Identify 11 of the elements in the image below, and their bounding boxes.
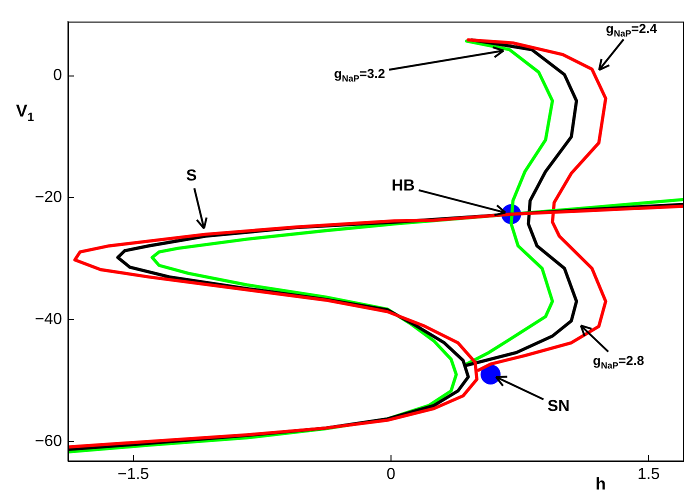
annotation: SN — [547, 398, 570, 415]
x-axis-title: h — [595, 474, 606, 494]
annotation: S — [186, 168, 198, 185]
y-tick-label: 0 — [53, 67, 62, 84]
y-tick-label: −40 — [34, 311, 62, 328]
annotation: HB — [392, 178, 415, 195]
x-tick-label: 1.5 — [638, 466, 660, 484]
y-tick-label: −20 — [34, 189, 62, 206]
x-tick-label: −1.5 — [117, 466, 150, 484]
y-tick-label: −60 — [34, 432, 62, 450]
x-tick-label: 0 — [386, 466, 396, 484]
